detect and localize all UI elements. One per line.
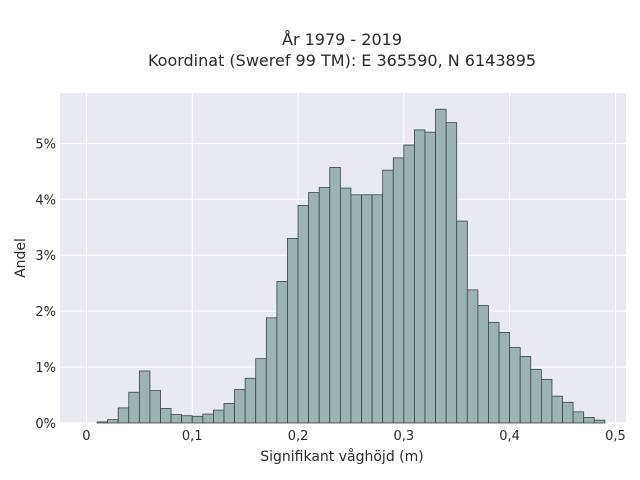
histogram-bar — [466, 289, 479, 424]
histogram-bar — [339, 187, 352, 424]
histogram-bar — [519, 356, 532, 424]
histogram-bar — [371, 194, 384, 424]
histogram-bar — [128, 391, 140, 424]
histogram-bar — [202, 413, 214, 424]
histogram-bar — [593, 419, 606, 424]
histogram-bar — [456, 220, 468, 424]
histogram-bar — [350, 194, 362, 424]
histogram-bar — [170, 414, 183, 424]
histogram-bar — [308, 192, 320, 424]
histogram-bar — [424, 131, 436, 424]
histogram-bar — [138, 370, 151, 424]
histogram-bar — [287, 238, 299, 424]
y-tick-label: 4% — [35, 193, 56, 208]
chart-title-line2: Koordinat (Sweref 99 TM): E 365590, N 61… — [148, 51, 536, 70]
histogram-bar — [551, 395, 563, 424]
histogram-bar — [329, 166, 341, 424]
histogram-bar — [382, 169, 394, 424]
histogram-bars — [96, 108, 606, 424]
y-tick-label: 3% — [35, 249, 56, 264]
x-tick-label: 0,2 — [288, 429, 309, 444]
y-axis-ticks: 0% 1% 2% 3% 4% 5% — [35, 137, 56, 432]
histogram-bar — [361, 194, 373, 424]
x-axis-label: Signifikant våghöjd (m) — [260, 448, 423, 465]
histogram-bar — [392, 157, 405, 424]
histogram-bar — [498, 331, 511, 424]
chart-title-line1: År 1979 - 2019 — [282, 30, 402, 49]
histogram-bar — [435, 108, 447, 424]
histogram-bar — [276, 281, 288, 424]
histogram-bar — [583, 417, 595, 424]
histogram-bar — [149, 390, 161, 424]
y-tick-label: 0% — [35, 417, 56, 432]
histogram-bar — [96, 421, 109, 424]
histogram-bar — [509, 347, 521, 424]
histogram-bar — [562, 401, 574, 424]
x-tick-label: 0,1 — [182, 429, 203, 444]
x-tick-label: 0,5 — [605, 429, 626, 444]
y-axis-label: Andel — [13, 238, 29, 278]
histogram-bar — [530, 368, 542, 424]
histogram-bar — [181, 415, 193, 424]
histogram-bar — [445, 122, 458, 424]
histogram-bar — [213, 409, 225, 424]
x-tick-label: 0 — [82, 429, 90, 444]
histogram-bar — [265, 317, 278, 424]
histogram-bar — [107, 419, 119, 424]
histogram-bar — [234, 389, 246, 424]
histogram-bar — [572, 411, 585, 424]
x-axis-ticks: 0 0,1 0,2 0,3 0,4 0,5 — [82, 429, 625, 444]
y-tick-label: 1% — [35, 361, 56, 376]
histogram-bar — [160, 408, 172, 424]
histogram-bar — [255, 358, 267, 424]
histogram-bar — [488, 321, 500, 424]
x-tick-label: 0,3 — [393, 429, 414, 444]
y-tick-label: 2% — [35, 305, 56, 320]
histogram-bar — [540, 378, 553, 424]
histogram-bar — [318, 187, 331, 424]
histogram-bar — [477, 305, 489, 424]
histogram-bar — [191, 415, 204, 424]
histogram-bar — [244, 377, 257, 424]
x-tick-label: 0,4 — [499, 429, 520, 444]
histogram-bar — [297, 205, 310, 424]
histogram-bar — [223, 403, 235, 424]
histogram-bar — [403, 144, 415, 424]
histogram-bar — [414, 129, 426, 424]
y-tick-label: 5% — [35, 137, 56, 152]
histogram-bar — [117, 407, 130, 424]
